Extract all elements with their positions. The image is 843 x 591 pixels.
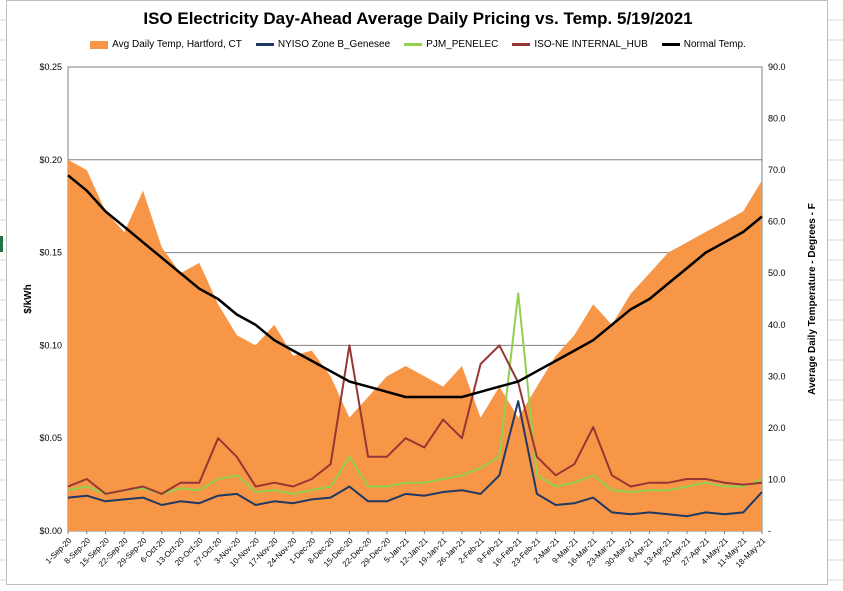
legend-swatch-nyiso [255, 43, 274, 46]
legend-item-temp: Avg Daily Temp, Hartford, CT [90, 39, 242, 50]
y2-tick-label: - [768, 526, 771, 536]
legend-label-isone: ISO-NE INTERNAL_HUB [534, 39, 648, 50]
y2-tick-label: 50.0 [768, 268, 786, 278]
y-tick-label: $0.15 [39, 248, 62, 258]
legend-swatch-temp [90, 40, 109, 49]
y2-tick-label: 20.0 [768, 423, 786, 433]
legend-swatch-normal [661, 43, 680, 46]
legend-item-isone: ISO-NE INTERNAL_HUB [512, 39, 648, 50]
series-line-nyiso [67, 400, 763, 518]
y2-tick-label: 60.0 [768, 217, 786, 227]
y-tick-label: $0.00 [39, 526, 62, 536]
chart-plot: $0.00 $0.05 $0.10 $0.15 $0.20 $0.25 - 10.0 20.0 3… [23, 62, 818, 569]
legend-label-nyiso: NYISO Zone B_Genesee [277, 39, 391, 50]
series-line-isone [67, 344, 763, 495]
legend-swatch-pjm [404, 43, 423, 46]
y2-tick-label: 40.0 [768, 320, 786, 330]
chart-frame[interactable]: ISO Electricity Day-Ahead Average Daily … [6, 0, 828, 585]
y2-tick-label: 80.0 [768, 114, 786, 124]
y-tick-label: $0.20 [39, 155, 62, 165]
y-tick-label: $0.05 [39, 433, 62, 443]
y-axis-title: $/kWh [23, 284, 34, 313]
series-line-normal [67, 174, 763, 399]
y2-tick-label: 30.0 [768, 371, 786, 381]
y2-tick-label: 90.0 [768, 62, 786, 72]
legend-item-pjm: PJM_PENELEC [404, 39, 498, 50]
y-tick-label: $0.10 [39, 340, 62, 350]
legend-item-nyiso: NYISO Zone B_Genesee [255, 39, 391, 50]
chart-title: ISO Electricity Day-Ahead Average Daily … [143, 9, 693, 28]
legend: Avg Daily Temp, Hartford, CT NYISO Zone … [7, 39, 829, 50]
legend-label-pjm: PJM_PENELEC [426, 39, 499, 50]
y2-tick-label: 10.0 [768, 474, 786, 484]
legend-label-normal: Normal Temp. [683, 39, 746, 50]
series-line-pjm [67, 292, 763, 495]
legend-label-temp: Avg Daily Temp, Hartford, CT [112, 39, 242, 50]
legend-swatch-isone [512, 43, 531, 46]
legend-item-normal: Normal Temp. [661, 39, 746, 50]
y2-tick-label: 70.0 [768, 165, 786, 175]
y-tick-label: $0.25 [39, 62, 62, 72]
y2-axis-title: Average Daily Temperature - Degrees - F [807, 203, 818, 395]
